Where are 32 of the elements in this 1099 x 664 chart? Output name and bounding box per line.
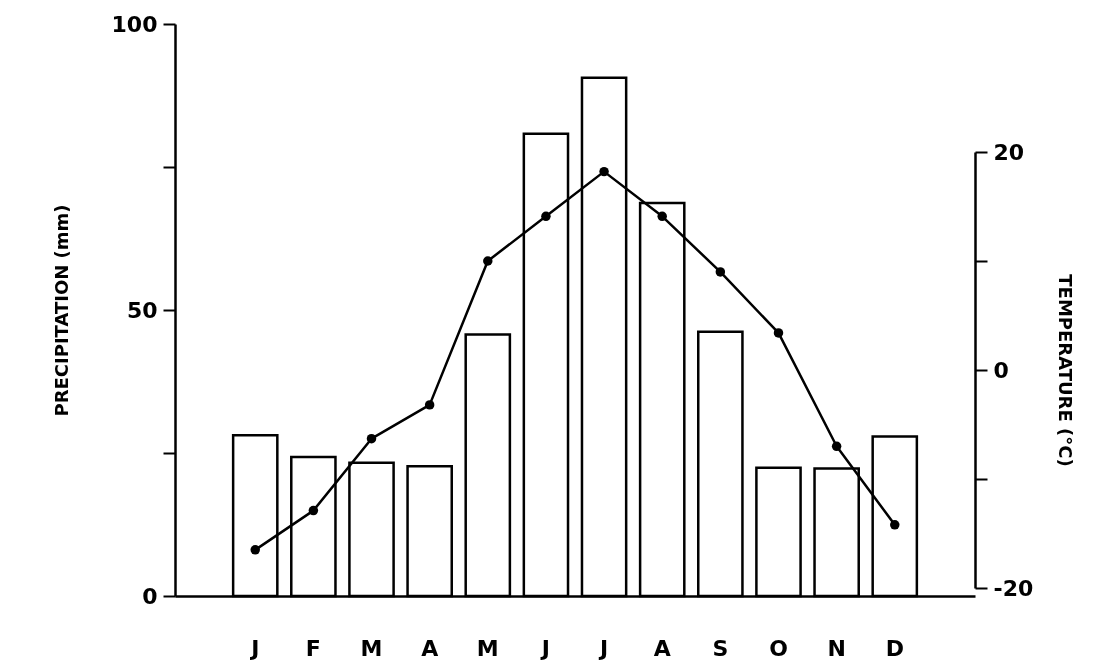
y-axis-title: PRECIPITATION (mm) [50,204,72,417]
point [250,545,260,555]
point [424,400,435,410]
x-tick-label: O [769,635,788,661]
point [715,267,726,277]
x-tick-label: A [653,635,671,661]
point [483,256,493,266]
y-tick-label: 0 [142,583,158,609]
y2-tick-label: 20 [993,139,1025,165]
point [366,433,377,444]
y-tick-label: 100 [111,11,158,37]
x-tick-label: S [712,635,729,661]
point [773,328,784,338]
y-tick-label: 50 [126,297,158,323]
x-tick-label: M [360,635,383,661]
y2-tick-label: -20 [993,575,1034,601]
x-tick-label: N [827,635,846,661]
point [657,211,667,222]
y2-tick-label: 0 [993,357,1009,383]
point [599,166,609,177]
point [308,505,319,516]
x-tick-label: M [476,635,499,661]
y2-axis-title: TEMPERATURE (°C) [1055,274,1077,467]
x-tick-label: D [885,635,904,661]
x-tick-label: J [249,635,260,661]
x-tick-label: J [597,635,609,661]
x-tick-label: A [421,635,439,661]
x-tick-label: J [539,635,551,661]
point [831,441,842,452]
point [541,211,551,222]
x-tick-label: F [305,635,321,661]
point [890,520,900,530]
